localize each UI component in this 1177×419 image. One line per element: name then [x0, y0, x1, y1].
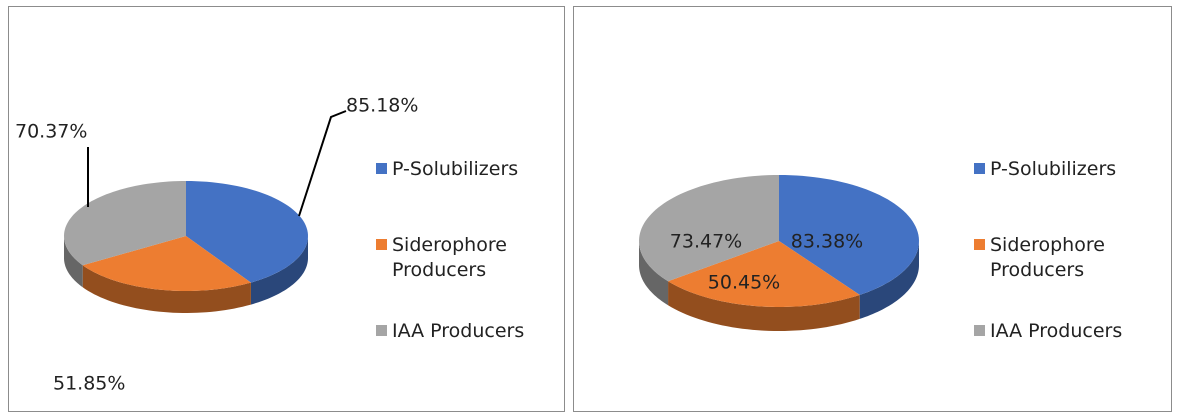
data-label: 51.85%	[53, 373, 125, 395]
slice	[639, 175, 779, 282]
slice-side	[639, 241, 669, 306]
legend-item: IAA Producers	[376, 319, 546, 344]
legend-label: Siderophore Producers	[990, 234, 1105, 281]
legend-item: Siderophore Producers	[376, 233, 546, 283]
legend-label: Siderophore Producers	[392, 234, 507, 281]
legend-label: P-Solubilizers	[392, 158, 519, 180]
legend-item: P-Solubilizers	[376, 157, 546, 182]
legend-label: IAA Producers	[990, 320, 1123, 342]
pie-chart: 85.18% 51.85% 70.37%	[15, 95, 418, 395]
legend-label: P-Solubilizers	[990, 158, 1117, 180]
legend-swatch	[376, 325, 387, 336]
pie-chart: 83.38% 50.45% 73.47%	[639, 175, 919, 331]
legend-swatch	[974, 163, 985, 174]
data-label: 70.37%	[15, 121, 87, 143]
legend-swatch	[974, 239, 985, 250]
slice-side	[859, 241, 919, 319]
slice-side	[250, 236, 308, 305]
slice-side	[82, 265, 251, 313]
legend-item: Siderophore Producers	[974, 233, 1144, 283]
slice-side	[64, 236, 83, 288]
data-label: 73.47%	[670, 231, 742, 253]
slice	[668, 241, 860, 307]
slice	[82, 236, 251, 291]
legend-item: P-Solubilizers	[974, 157, 1144, 182]
data-label: 50.45%	[708, 272, 780, 294]
legend-label: IAA Producers	[392, 320, 525, 342]
legend-swatch	[376, 163, 387, 174]
slice	[779, 175, 919, 295]
legend-swatch	[974, 325, 985, 336]
legend-item: IAA Producers	[974, 319, 1144, 344]
slice	[64, 181, 186, 266]
slice-side	[668, 281, 860, 331]
chart-panel: 85.18% 51.85% 70.37% P-Solubilizers Sideroph…	[8, 6, 565, 412]
leader-line	[298, 110, 347, 217]
chart-panel: 83.38% 50.45% 73.47% P-Solubilizers Sideroph…	[573, 6, 1172, 412]
legend-swatch	[376, 239, 387, 250]
data-label: 83.38%	[791, 231, 863, 253]
slice	[186, 181, 308, 283]
data-label: 85.18%	[346, 95, 418, 117]
